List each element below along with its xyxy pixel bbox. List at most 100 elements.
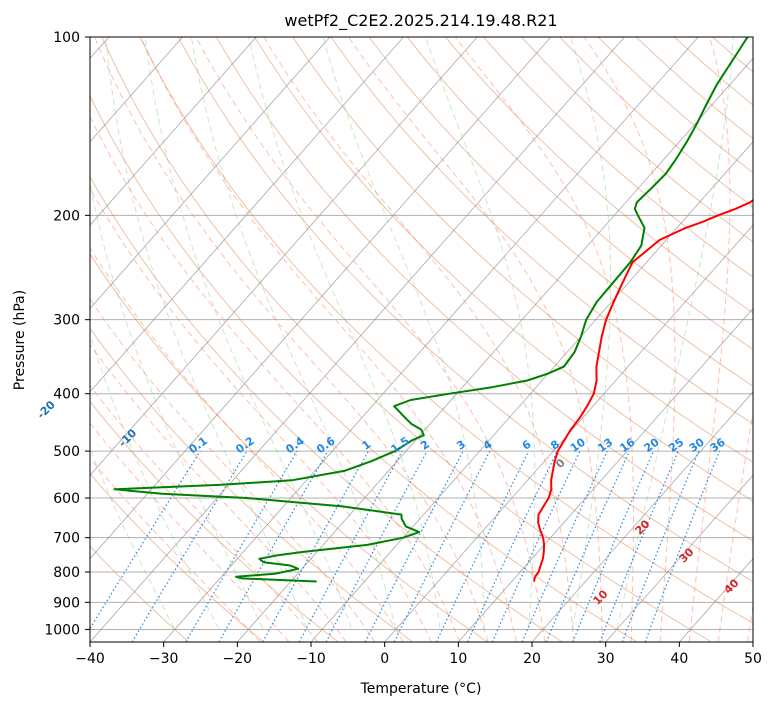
y-tick-label: 900: [53, 595, 80, 611]
x-tick-label: −30: [149, 651, 179, 667]
moist-adiabat-label: 40: [722, 576, 742, 596]
isotherm-line: [90, 37, 257, 226]
moist-adiabat-line: [195, 37, 546, 642]
moist-adiabat-line: [348, 37, 603, 642]
mixing-ratio-label: 20: [642, 435, 662, 455]
mixing-ratio-line: [325, 450, 428, 642]
isotherm-line: [90, 37, 404, 393]
moist-adiabat-line: [263, 37, 575, 642]
isotherm-line: [458, 307, 753, 642]
dry-adiabat-line: [90, 175, 563, 642]
moist-adiabat-label: 20: [633, 517, 653, 537]
mixing-ratio-label: 1: [360, 438, 374, 453]
theta-e-line: [248, 37, 441, 629]
moist-adiabat-label: 30: [677, 545, 697, 565]
dry-adiabat-line: [90, 473, 264, 642]
mixing-ratio-line: [545, 450, 630, 642]
mixing-ratio-label: 0.2: [233, 434, 256, 456]
mixing-ratio-label: 6: [520, 438, 534, 453]
dry-adiabat-line: [521, 37, 753, 243]
mixing-ratio-line: [435, 450, 530, 642]
mixing-ratio-label: 2: [418, 438, 432, 453]
mixing-ratio-line: [364, 450, 464, 642]
y-tick-label: 600: [53, 491, 80, 507]
mixing-ratio-line: [131, 450, 248, 642]
moist-adiabat-line: [94, 37, 489, 642]
y-tick-label: 800: [53, 565, 80, 581]
dewpoint-profile: [113, 37, 749, 583]
dry-adiabat-line: [635, 37, 753, 140]
moist-adiabat-line: [90, 247, 404, 642]
isotherm-line: [531, 391, 753, 642]
moist-adiabat-line: [90, 343, 347, 642]
moist-adiabat-line: [454, 37, 634, 642]
dry-adiabat-line: [177, 37, 753, 583]
x-tick-label: 0: [380, 651, 389, 667]
x-tick-label: 20: [523, 651, 541, 667]
x-tick-label: −20: [223, 651, 253, 667]
mixing-ratio-line: [621, 450, 700, 642]
temperature-profile: [532, 198, 753, 582]
isotherm-line: [605, 474, 753, 642]
y-tick-label: 1000: [44, 622, 80, 638]
theta-e-line: [616, 37, 734, 629]
isotherm-line: [237, 57, 753, 642]
mixing-ratio-label: 8: [548, 438, 562, 453]
y-tick-label: 400: [53, 387, 80, 403]
moist-adiabat-line: [717, 409, 753, 642]
mixing-ratio-line: [90, 450, 201, 630]
theta-e-line: [570, 37, 612, 629]
dry-adiabat-line: [215, 37, 753, 542]
dry-adiabat-line: [406, 37, 753, 350]
moist-adiabat-line: [140, 37, 517, 642]
theta-e-line: [90, 181, 264, 629]
theta-e-line: [144, 37, 352, 629]
dry-adiabat-line: [254, 37, 753, 502]
mixing-ratio-label: 10: [568, 435, 588, 455]
moist-adiabat-line: [747, 603, 753, 642]
dry-adiabat-line: [139, 37, 753, 624]
moist-adiabat-line: [90, 298, 376, 642]
mixing-ratio-line: [599, 450, 679, 642]
theta-e-line: [105, 37, 308, 629]
dry-adiabat-line: [368, 37, 753, 387]
moist-adiabat-label: 10: [591, 587, 611, 607]
mixing-ratio-label: 25: [666, 436, 686, 455]
mixing-ratio-line: [185, 450, 298, 642]
mixing-ratio-line: [218, 450, 329, 642]
dry-adiabat-line: [90, 327, 414, 642]
theta-e-line: [90, 447, 175, 629]
x-tick-label: 50: [744, 651, 762, 667]
dry-adiabat-line: [292, 37, 753, 463]
y-axis-label: Pressure (hPa): [12, 290, 28, 390]
x-axis-label: Temperature (°C): [360, 681, 482, 697]
isotherm-line: [384, 224, 753, 642]
isotherm-line: [90, 37, 183, 143]
y-tick-label: 300: [53, 313, 80, 329]
mixing-ratio-line: [491, 450, 581, 642]
x-tick-label: −10: [296, 651, 326, 667]
moist-adiabat-line: [583, 37, 676, 642]
isotherm-line: [310, 141, 753, 642]
mixing-ratio-label: 30: [687, 435, 707, 455]
isotherm-line: [90, 37, 478, 476]
isotherm-line: [90, 37, 331, 310]
dry-adiabat-label: -10: [116, 426, 139, 449]
mixing-ratio-label: 0.4: [283, 434, 307, 456]
theta-e-line: [90, 333, 219, 629]
dry-adiabat-line: [101, 37, 712, 642]
mixing-ratio-line: [262, 450, 370, 642]
dry-adiabat-line: [444, 37, 753, 314]
dry-adiabat-line: [90, 545, 190, 642]
dry-adiabat-line: [90, 252, 488, 642]
mixing-ratio-label: 0.1: [186, 434, 209, 456]
mixing-ratio-line: [644, 450, 721, 642]
mixing-ratio-line: [393, 450, 491, 642]
moist-adiabat-line: [688, 37, 731, 642]
x-tick-label: 40: [670, 651, 688, 667]
y-tick-label: 200: [53, 208, 80, 224]
y-tick-label: 700: [53, 531, 80, 547]
dry-adiabat-line: [559, 37, 753, 208]
chart-title: wetPf2_C2E2.2025.214.19.48.R21: [284, 11, 557, 31]
